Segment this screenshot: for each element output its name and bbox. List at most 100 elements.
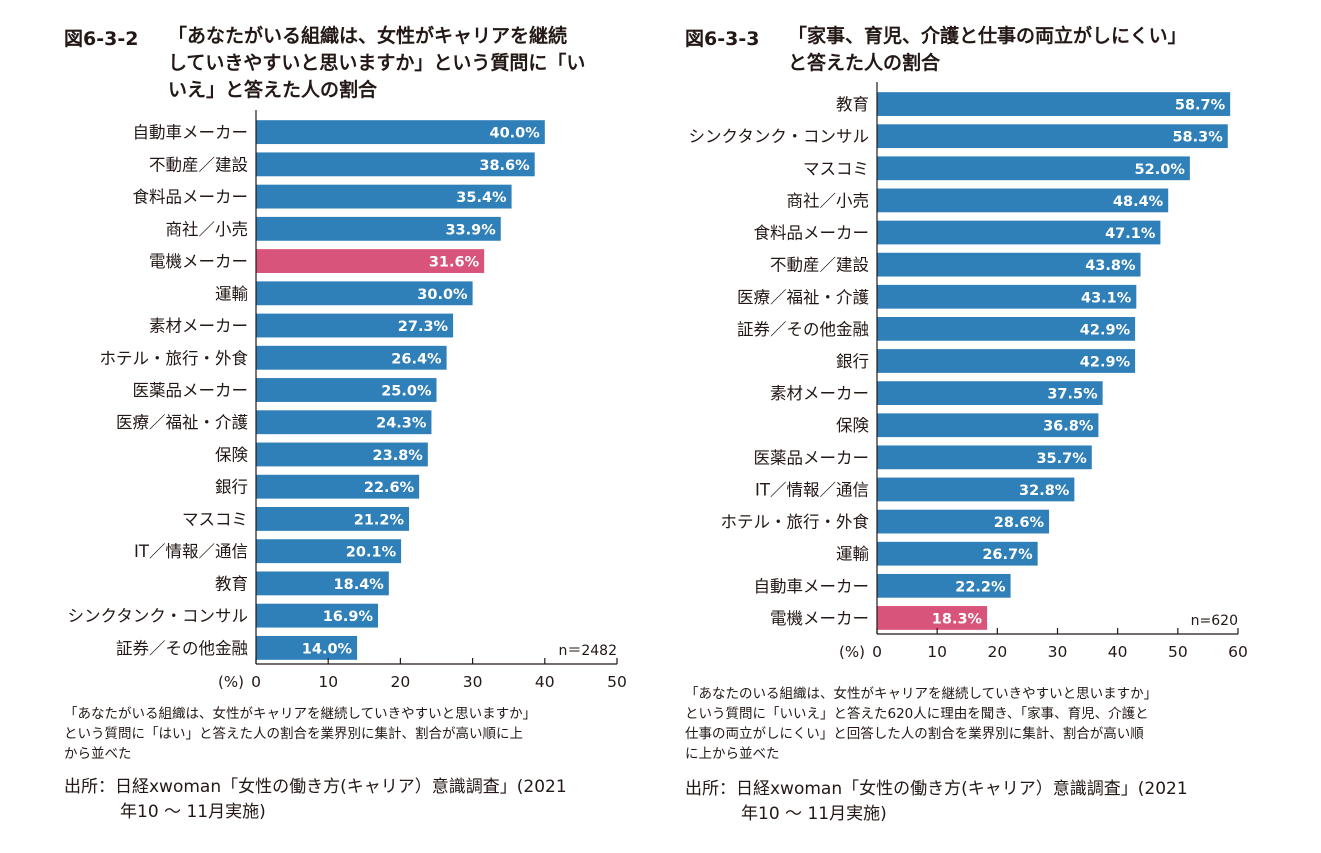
note-line: 「あなたのいる組織は、女性がキャリアを継続していきやすいと思いますか」 <box>685 686 1158 702</box>
bar <box>877 156 1190 181</box>
value-label: 26.7% <box>982 547 1033 563</box>
category-label: 素材メーカー <box>149 317 248 336</box>
value-label: 43.8% <box>1085 258 1136 274</box>
category-label: 銀行 <box>215 478 248 497</box>
bar <box>877 124 1228 149</box>
bar <box>256 571 389 596</box>
note-line: という質問に「いいえ」と答えた620人に理由を聞き、「家事、育児、介護と <box>685 706 1149 722</box>
value-label: 36.8% <box>1043 419 1094 435</box>
value-label: 25.0% <box>381 384 432 400</box>
bar <box>877 477 1075 502</box>
category-label: 銀行 <box>836 352 869 371</box>
value-label: 30.0% <box>417 287 468 303</box>
x-tick-label: 20 <box>987 643 1007 661</box>
bar <box>877 573 1011 598</box>
sample-size-label: n＝2482 <box>558 643 617 659</box>
value-label: 37.5% <box>1047 387 1098 403</box>
bar <box>877 92 1231 116</box>
value-label: 20.1% <box>346 545 397 561</box>
category-label: 商社／小売 <box>166 220 249 239</box>
x-tick-label: 50 <box>607 673 627 691</box>
category-label: マスコミ <box>182 510 248 529</box>
category-label: 保険 <box>215 445 249 464</box>
value-label: 21.2% <box>354 512 405 528</box>
chart-panel-right: 図6-3-3 「家事、育児、介護と仕事の両立がしにくい」 と答えた人の割合 58… <box>660 0 1321 853</box>
bar <box>256 603 379 628</box>
x-tick-label: 50 <box>1168 643 1188 661</box>
value-label: 28.6% <box>994 515 1045 531</box>
x-tick-label: 0 <box>872 643 882 661</box>
bar <box>877 541 1038 566</box>
x-tick-label: 40 <box>1108 643 1128 661</box>
category-label: 電機メーカー <box>149 252 248 271</box>
bar <box>256 313 454 338</box>
source-line: 年10 ～ 11月実施) <box>120 802 266 822</box>
value-label: 24.3% <box>376 416 427 432</box>
value-label: 14.0% <box>302 641 353 657</box>
value-label: 52.0% <box>1135 162 1186 178</box>
note-line: という質問に「はい」と答えた人の割合を業界別に集計、割合が高い順に上 <box>64 726 523 742</box>
value-label: 42.9% <box>1080 322 1131 338</box>
figure-label: 図6-3-3 <box>685 28 760 50</box>
value-label: 48.4% <box>1113 194 1164 210</box>
bar <box>877 381 1103 406</box>
x-tick-label: 30 <box>1048 643 1068 661</box>
category-label: 不動産／建設 <box>770 256 869 275</box>
category-label: IT／情報／通信 <box>134 542 248 561</box>
value-label: 31.6% <box>429 255 480 271</box>
value-label: 26.4% <box>391 351 442 367</box>
value-label: 38.6% <box>479 158 530 174</box>
x-tick-label: 10 <box>318 673 338 691</box>
category-label: 商社／小売 <box>787 191 870 210</box>
category-label: シンクタンク・コンサル <box>67 607 248 626</box>
bar <box>256 281 473 306</box>
chart-title-line: いえ」と答えた人の割合 <box>168 79 378 101</box>
bar <box>877 445 1092 470</box>
chart-note: 「あなたのいる組織は、女性がキャリアを継続していきやすいと思いますか」 という質… <box>685 684 1157 764</box>
chart-title-line: と答えた人の割合 <box>788 52 941 74</box>
category-label: 素材メーカー <box>770 384 869 403</box>
bar <box>256 539 402 564</box>
value-label: 35.4% <box>456 190 507 206</box>
bar-chart-left: 40.0% 自動車メーカー 38.6% 不動産／建設 35.4% 食料品メーカー 33.9%… <box>67 110 627 691</box>
value-label: 43.1% <box>1081 290 1132 306</box>
source-text: 出所：日経xwoman「女性の働き方(キャリア）意識調査」(2021 年10 ～… <box>685 777 1188 827</box>
bar <box>877 188 1169 213</box>
bar <box>877 413 1099 438</box>
sample-size-label: n=620 <box>1191 613 1238 629</box>
bar <box>256 507 410 531</box>
note-line: から並べた <box>64 746 132 762</box>
category-label: 電機メーカー <box>770 609 869 628</box>
category-label: 教育 <box>215 574 248 593</box>
value-label: 58.3% <box>1172 130 1223 146</box>
value-label: 32.8% <box>1019 483 1070 499</box>
x-tick-label: 60 <box>1228 643 1248 661</box>
chart-title: 「家事、育児、介護と仕事の両立がしにくい」 と答えた人の割合 <box>788 23 1187 77</box>
value-label: 23.8% <box>373 448 424 464</box>
source-line: 出所：日経xwoman「女性の働き方(キャリア）意識調査」(2021 <box>685 779 1188 799</box>
category-label: 医療／福祉・介護 <box>737 288 870 307</box>
x-tick-label: 20 <box>391 673 411 691</box>
category-label: 保険 <box>836 416 870 435</box>
category-label: 不動産／建設 <box>149 155 248 174</box>
bar <box>256 345 447 370</box>
source-line: 出所：日経xwoman「女性の働き方(キャリア）意識調査」(2021 <box>64 777 567 797</box>
bar <box>877 284 1137 309</box>
figure-label: 図6-3-2 <box>64 28 139 50</box>
source-line: 年10 ～ 11月実施) <box>741 804 887 824</box>
category-label: 医療／福祉・介護 <box>116 413 249 432</box>
category-label: シンクタンク・コンサル <box>688 127 869 146</box>
bar <box>256 152 535 177</box>
bar <box>877 220 1161 245</box>
category-label: 証券／その他金融 <box>116 639 248 658</box>
value-label: 58.7% <box>1175 98 1226 114</box>
value-label: 22.6% <box>364 480 415 496</box>
value-label: 42.9% <box>1080 355 1131 371</box>
category-label: 自動車メーカー <box>754 577 870 596</box>
category-label: マスコミ <box>803 159 869 178</box>
source-text: 出所：日経xwoman「女性の働き方(キャリア）意識調査」(2021 年10 ～… <box>64 775 567 825</box>
category-label: 運輸 <box>215 284 249 303</box>
value-label: 47.1% <box>1105 226 1156 242</box>
chart-title-line: 「家事、育児、介護と仕事の両立がしにくい」 <box>788 25 1187 47</box>
x-tick-label: 30 <box>463 673 483 691</box>
